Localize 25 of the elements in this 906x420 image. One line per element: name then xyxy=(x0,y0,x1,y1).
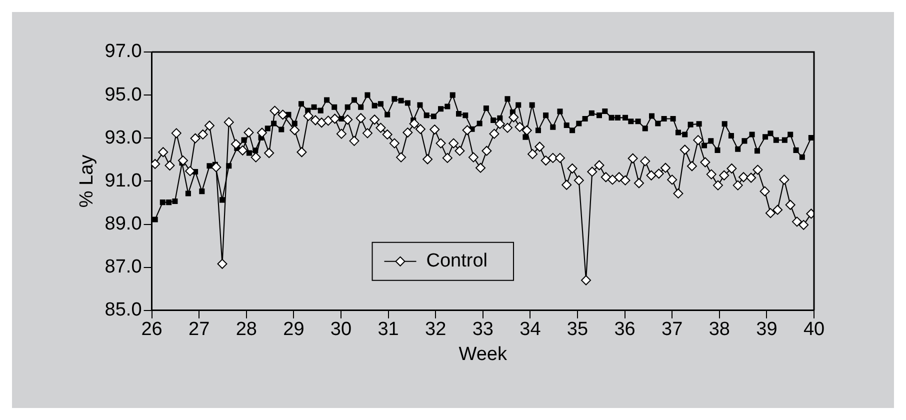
y-tick-label: 93.0 xyxy=(104,127,142,148)
x-tick-label: 35 xyxy=(566,319,588,340)
y-tick-label: 95.0 xyxy=(104,84,142,106)
x-tick-label: 33 xyxy=(472,319,494,340)
x-tick-label: 32 xyxy=(425,319,446,340)
x-tick-label: 31 xyxy=(378,319,399,340)
y-axis-title: % Lay xyxy=(76,154,98,208)
legend-label: Control xyxy=(426,250,488,272)
y-tick-label: 89.0 xyxy=(104,214,142,234)
x-tick-label: 38 xyxy=(708,319,730,340)
x-tick-label: 40 xyxy=(803,319,825,340)
y-tick-label: 85.0 xyxy=(104,300,142,321)
y-tick-label: 87.0 xyxy=(104,256,142,278)
x-tick-label: 29 xyxy=(283,319,304,340)
x-tick-label: 34 xyxy=(520,319,542,340)
x-tick-label: 26 xyxy=(141,319,162,340)
x-tick-label: 39 xyxy=(756,319,778,340)
y-tick-label: 97.0 xyxy=(104,41,142,62)
y-tick-label: 91.0 xyxy=(104,170,142,192)
x-tick-label: 27 xyxy=(188,319,210,340)
x-tick-label: 28 xyxy=(236,319,257,340)
x-axis-title: Week xyxy=(458,344,508,365)
x-tick-label: 37 xyxy=(662,319,683,340)
x-tick-label: 36 xyxy=(614,319,636,340)
x-tick-label: 30 xyxy=(330,319,352,340)
